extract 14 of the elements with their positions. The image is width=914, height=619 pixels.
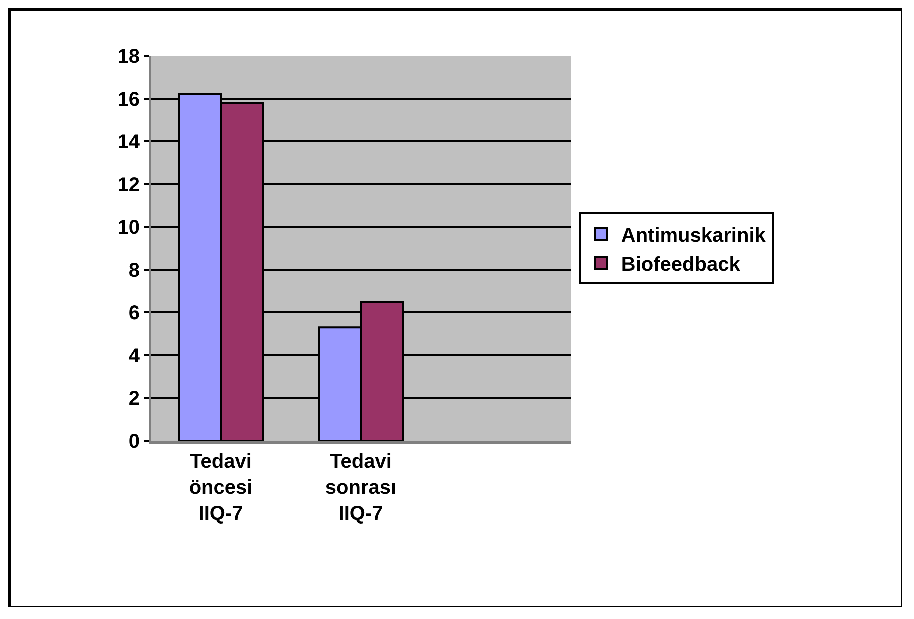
y-tick-label: 10 [118, 217, 140, 240]
legend-label: Biofeedback [621, 254, 742, 276]
x-tick-label: Tedavi sonrası IIQ-7 [325, 451, 397, 525]
y-tick-label: 0 [128, 431, 140, 453]
x-tick-label: Tedavi öncesi IIQ-7 [189, 451, 253, 525]
y-tick-label: 6 [128, 302, 140, 325]
y-tick-label: 8 [128, 260, 140, 282]
y-tick-label: 4 [128, 345, 141, 368]
y-tick-label: 18 [118, 46, 140, 68]
y-tick-label: 2 [128, 388, 140, 410]
y-tick-label: 16 [118, 88, 140, 111]
legend-label: Antimuskarinik [621, 224, 767, 247]
y-tick-label: 12 [118, 174, 140, 196]
y-tick-label: 14 [118, 132, 141, 154]
